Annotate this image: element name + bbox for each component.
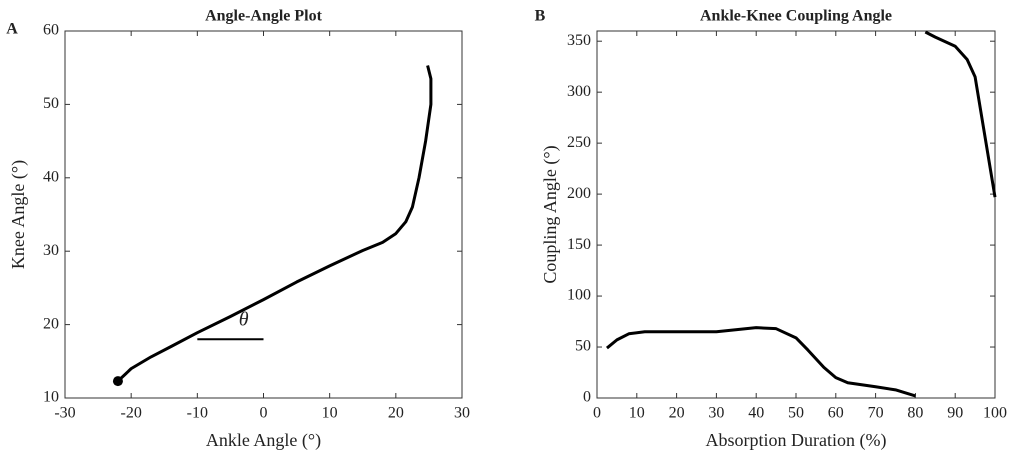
y-axis-label: Knee Angle (°) xyxy=(8,160,29,269)
data-line xyxy=(116,65,433,383)
y-tick-label: 350 xyxy=(567,32,591,49)
x-tick-label: 0 xyxy=(593,405,601,422)
x-tick-label: 40 xyxy=(748,405,764,422)
y-tick-label: 40 xyxy=(43,168,59,185)
chart-title: Angle-Angle Plot xyxy=(205,8,323,25)
x-tick-label: -20 xyxy=(121,405,142,422)
y-tick-label: 60 xyxy=(43,22,59,39)
data-line xyxy=(605,30,997,398)
x-tick-label: 50 xyxy=(788,405,804,422)
y-axis-label: Coupling Angle (°) xyxy=(540,145,561,283)
x-tick-label: 30 xyxy=(454,405,470,422)
y-tick-label: 200 xyxy=(567,185,591,202)
y-tick-label: 50 xyxy=(43,95,59,112)
x-tick-label: 60 xyxy=(828,405,844,422)
x-tick-label: 10 xyxy=(322,405,338,422)
x-tick-label: -10 xyxy=(187,405,208,422)
x-tick-label: 80 xyxy=(907,405,923,422)
angle-annotation: θ xyxy=(239,309,249,331)
chart-title: Ankle-Knee Coupling Angle xyxy=(700,8,892,25)
x-tick-label: 70 xyxy=(868,405,884,422)
start-marker xyxy=(112,376,123,387)
plot-frame xyxy=(64,30,463,399)
x-axis-label: Ankle Angle (°) xyxy=(206,430,321,451)
x-tick-label: 90 xyxy=(947,405,963,422)
y-tick-label: 10 xyxy=(43,389,59,406)
y-tick-label: 30 xyxy=(43,242,59,259)
y-tick-label: 20 xyxy=(43,315,59,332)
x-tick-label: 30 xyxy=(708,405,724,422)
y-tick-label: 0 xyxy=(583,389,591,406)
y-tick-label: 100 xyxy=(567,287,591,304)
panel-label: A xyxy=(6,21,18,38)
x-tick-label: 100 xyxy=(983,405,1007,422)
x-axis-label: Absorption Duration (%) xyxy=(706,430,887,451)
x-tick-label: 20 xyxy=(669,405,685,422)
x-tick-label: -30 xyxy=(54,405,75,422)
x-tick-label: 0 xyxy=(260,405,268,422)
y-tick-label: 300 xyxy=(567,83,591,100)
y-tick-label: 150 xyxy=(567,236,591,253)
x-tick-label: 10 xyxy=(629,405,645,422)
y-tick-label: 50 xyxy=(575,338,591,355)
x-tick-label: 20 xyxy=(388,405,404,422)
panel-label: B xyxy=(535,8,546,25)
y-tick-label: 250 xyxy=(567,134,591,151)
plot-frame xyxy=(596,30,996,399)
